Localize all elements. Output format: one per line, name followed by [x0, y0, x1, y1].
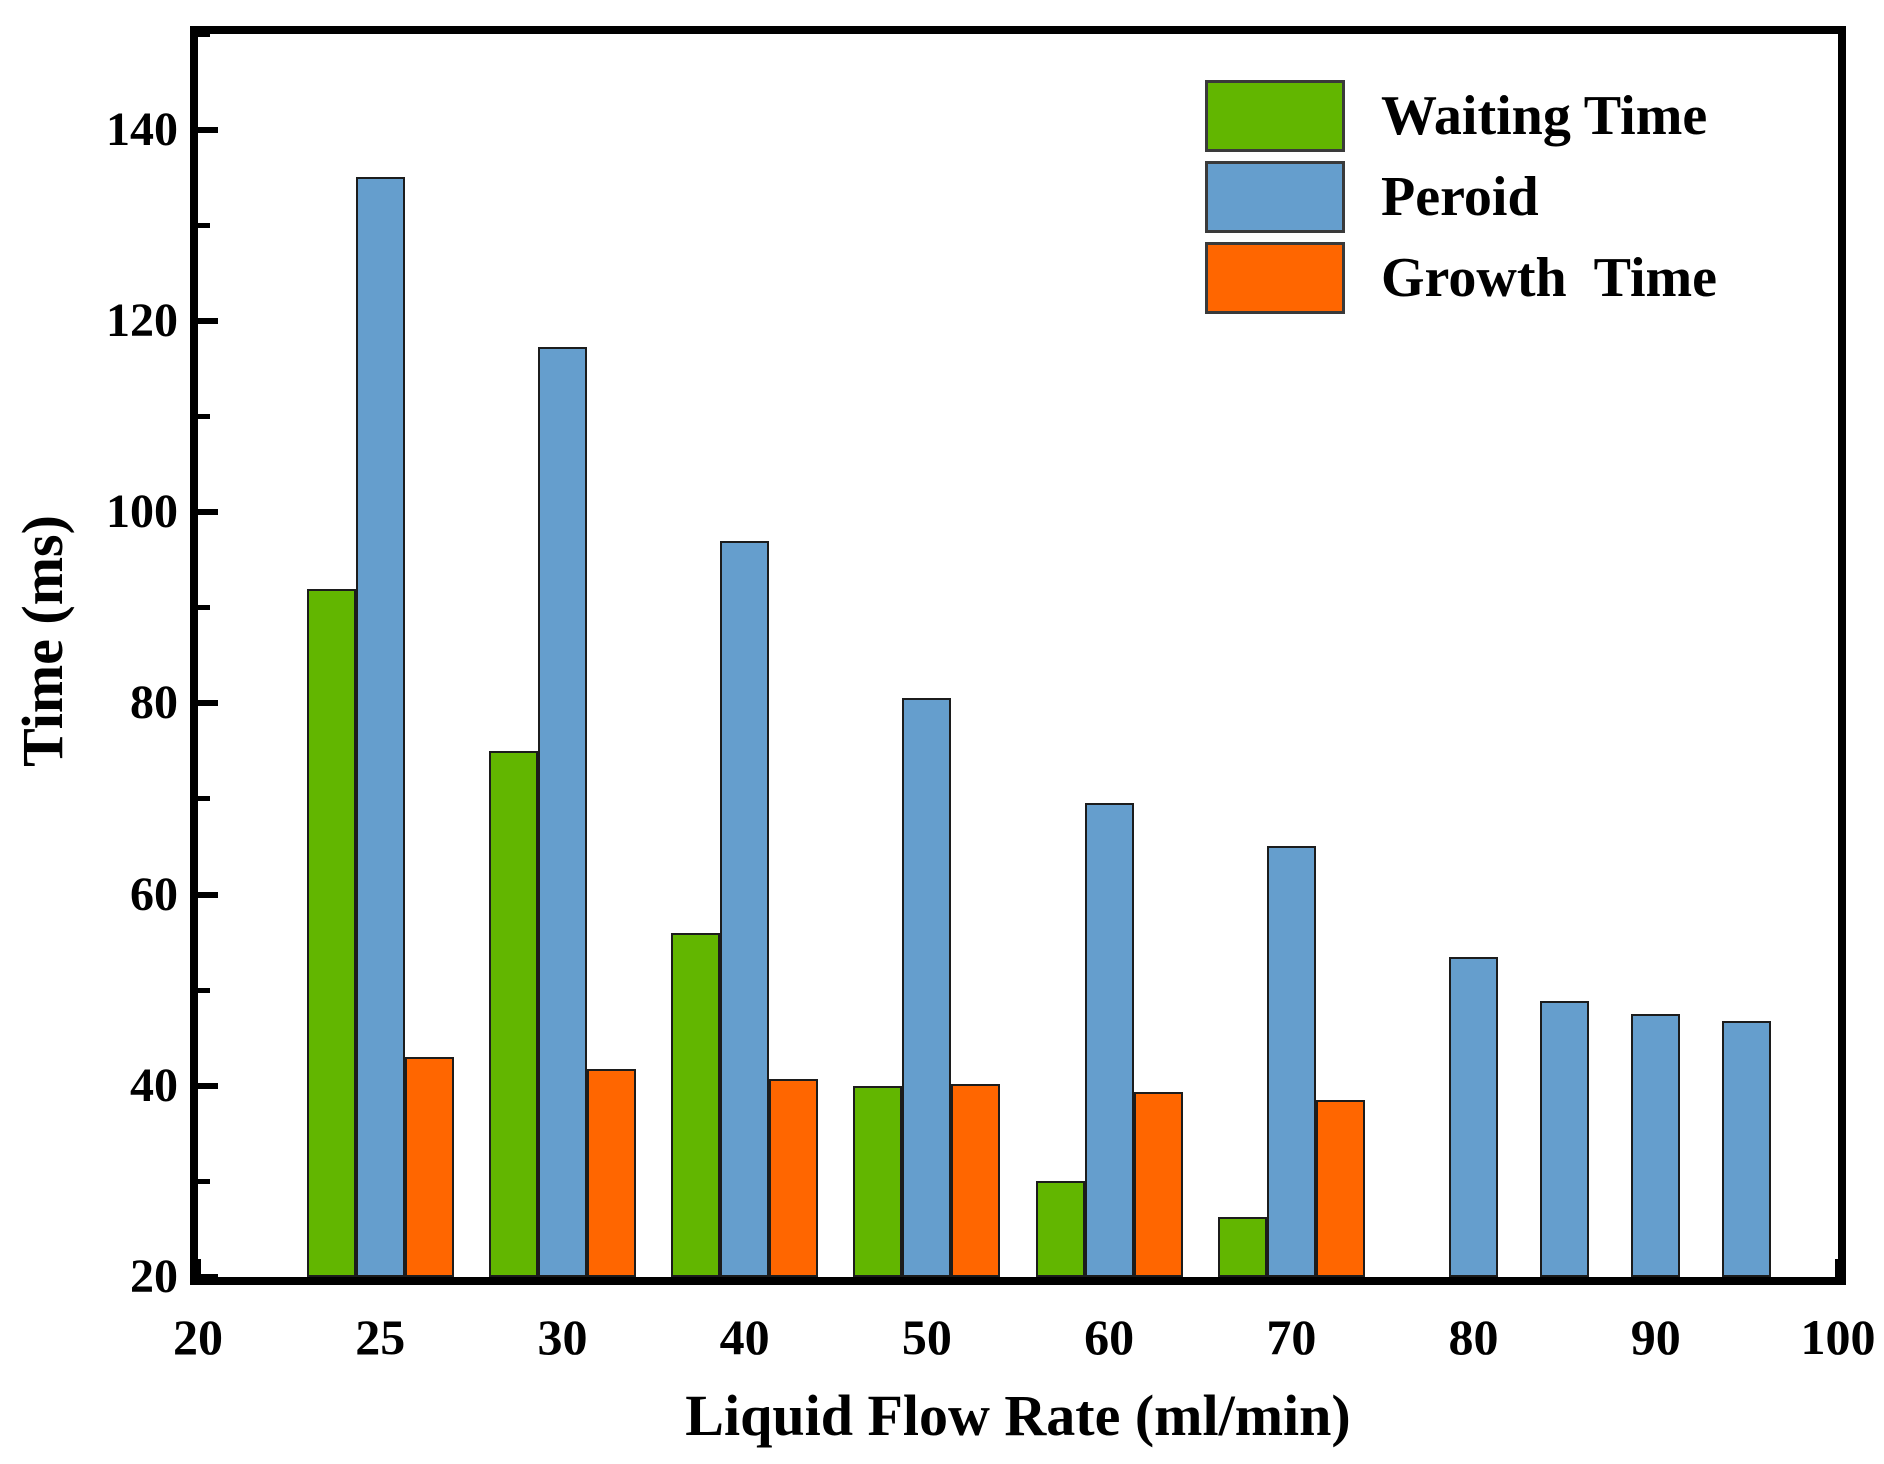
bar-waiting-time-50 — [853, 1085, 903, 1277]
x-tick-label: 90 — [1630, 1309, 1681, 1365]
y-minor-tick — [198, 222, 210, 228]
plot-area — [190, 26, 1846, 1285]
y-major-tick — [198, 1082, 218, 1089]
bar-peroid-30 — [537, 346, 587, 1277]
bar-waiting-time-25 — [306, 588, 356, 1277]
bar-peroid-95 — [1722, 1020, 1772, 1277]
y-major-tick — [198, 126, 218, 133]
legend: Waiting Time Peroid Growth Time — [1205, 80, 1717, 323]
x-tick-label: 20 — [173, 1309, 223, 1365]
x-major-tick — [195, 1259, 201, 1277]
bar-growth-time-60 — [1133, 1091, 1183, 1277]
y-tick-label: 40 — [130, 1058, 178, 1112]
bar-peroid-70 — [1266, 845, 1316, 1277]
x-axis-title: Liquid Flow Rate (ml/min) — [685, 1383, 1351, 1448]
bar-waiting-time-70 — [1217, 1216, 1267, 1277]
legend-label: Growth Time — [1381, 247, 1718, 309]
y-minor-tick — [198, 987, 210, 993]
legend-item: Waiting Time — [1205, 80, 1717, 152]
bar-peroid-90 — [1631, 1014, 1681, 1277]
y-tick-label: 80 — [130, 676, 178, 730]
x-tick-label: 60 — [1084, 1309, 1135, 1365]
legend-swatch — [1205, 242, 1345, 314]
y-minor-tick — [198, 1178, 210, 1184]
bar-peroid-80 — [1449, 956, 1499, 1277]
y-tick-label: 60 — [130, 867, 178, 921]
y-minor-tick — [198, 413, 210, 419]
x-tick-label: 80 — [1448, 1309, 1499, 1365]
x-tick-label: 30 — [537, 1309, 588, 1365]
bar-peroid-60 — [1084, 802, 1134, 1277]
bar-growth-time-30 — [586, 1068, 636, 1277]
y-tick-label: 120 — [106, 293, 178, 347]
x-tick-label: 25 — [355, 1309, 406, 1365]
bar-peroid-25 — [355, 177, 405, 1277]
y-axis-title: Time (ms) — [10, 515, 75, 767]
bar-waiting-time-30 — [488, 751, 538, 1277]
bar-waiting-time-40 — [671, 932, 721, 1277]
y-tick-label: 140 — [106, 102, 178, 156]
bar-peroid-85 — [1540, 1000, 1590, 1277]
x-major-tick — [1835, 1259, 1841, 1277]
legend-item: Peroid — [1205, 161, 1717, 233]
y-major-tick — [198, 891, 218, 898]
legend-label: Waiting Time — [1381, 85, 1708, 147]
x-tick-label: 50 — [901, 1309, 952, 1365]
y-major-tick — [198, 1274, 218, 1280]
bar-growth-time-40 — [769, 1079, 819, 1277]
bar-waiting-time-60 — [1035, 1181, 1085, 1277]
x-tick-label: 40 — [719, 1309, 770, 1365]
legend-item: Growth Time — [1205, 242, 1717, 314]
y-major-tick — [198, 700, 218, 707]
x-tick-label: 70 — [1266, 1309, 1317, 1365]
bar-growth-time-50 — [951, 1083, 1001, 1277]
y-minor-tick — [198, 31, 210, 37]
y-tick-label: 20 — [130, 1250, 178, 1303]
y-minor-tick — [198, 796, 210, 802]
legend-swatch — [1205, 161, 1345, 233]
y-minor-tick — [198, 605, 210, 611]
bar-peroid-40 — [720, 540, 770, 1277]
legend-label: Peroid — [1381, 166, 1539, 228]
y-tick-label: 100 — [106, 485, 178, 539]
bar-growth-time-70 — [1315, 1100, 1365, 1277]
legend-swatch — [1205, 80, 1345, 152]
y-major-tick — [198, 509, 218, 516]
bar-growth-time-25 — [404, 1057, 454, 1277]
bar-peroid-50 — [902, 697, 952, 1277]
x-tick-label: 100 — [1800, 1309, 1876, 1365]
y-major-tick — [198, 317, 218, 324]
